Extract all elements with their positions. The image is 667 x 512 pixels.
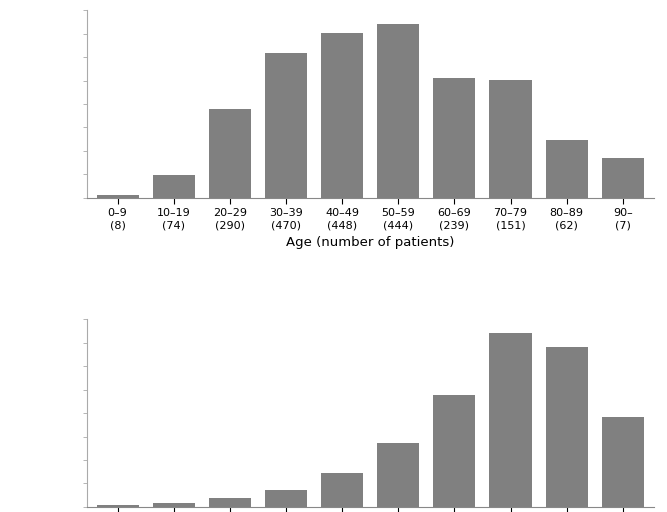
- Bar: [153, 503, 195, 507]
- Bar: [602, 417, 644, 507]
- X-axis label: Age (number of patients): Age (number of patients): [286, 236, 454, 249]
- Bar: [490, 333, 532, 507]
- Bar: [602, 158, 644, 198]
- Bar: [153, 176, 195, 198]
- Bar: [378, 442, 420, 507]
- Bar: [209, 499, 251, 507]
- Bar: [265, 53, 307, 198]
- Bar: [546, 140, 588, 198]
- Bar: [209, 109, 251, 198]
- Bar: [321, 473, 363, 507]
- Bar: [321, 33, 363, 198]
- Bar: [97, 505, 139, 507]
- Title: TNG: TNG: [356, 322, 385, 335]
- Bar: [378, 24, 420, 198]
- Bar: [546, 347, 588, 507]
- Bar: [97, 196, 139, 198]
- Bar: [490, 80, 532, 198]
- Bar: [434, 395, 476, 507]
- Bar: [434, 77, 476, 198]
- Bar: [265, 490, 307, 507]
